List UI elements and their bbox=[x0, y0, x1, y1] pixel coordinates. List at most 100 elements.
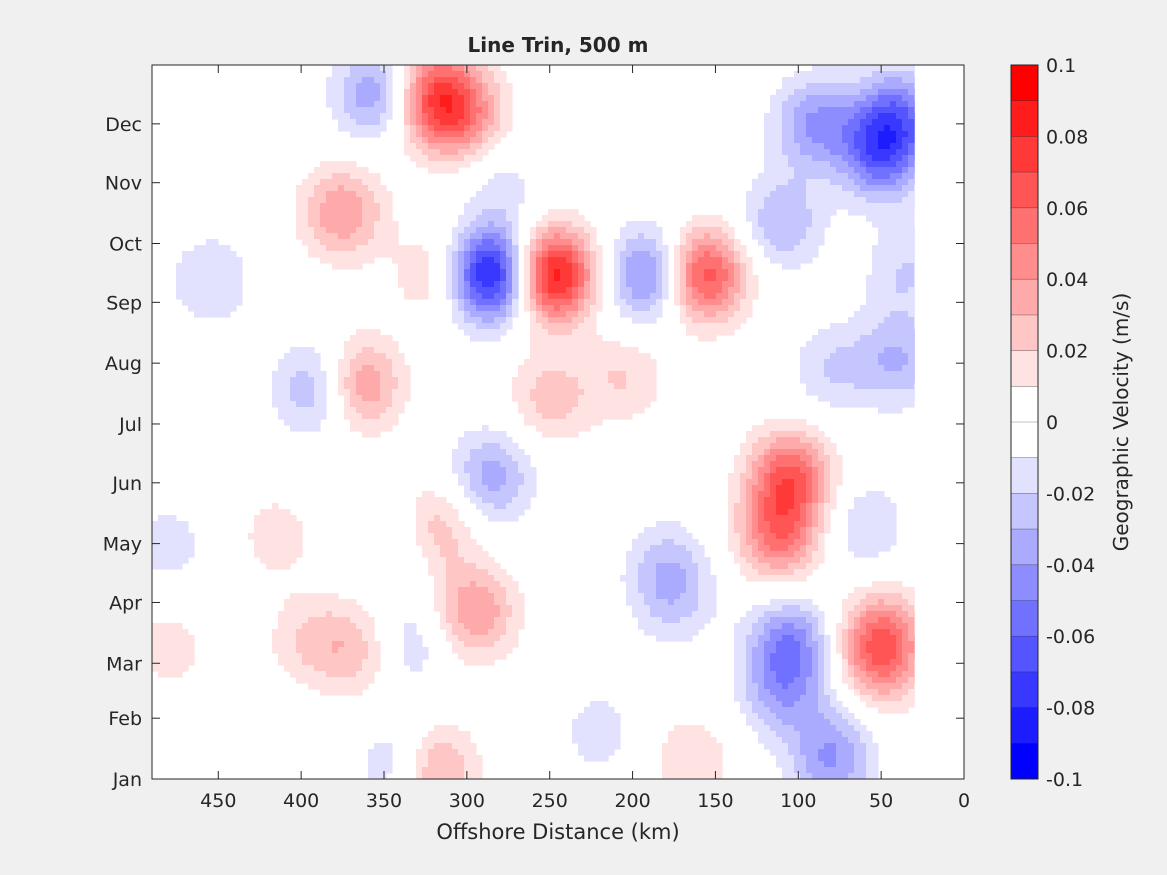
contour-cell bbox=[632, 245, 639, 252]
contour-cell bbox=[698, 311, 705, 318]
contour-cell bbox=[620, 245, 627, 252]
contour-cell bbox=[572, 251, 579, 258]
contour-cell bbox=[734, 491, 741, 498]
contour-cell bbox=[782, 239, 789, 246]
contour-cell bbox=[632, 305, 639, 312]
contour-cell bbox=[818, 395, 825, 402]
contour-cell bbox=[518, 605, 525, 612]
contour-cell bbox=[434, 533, 441, 540]
contour-cell bbox=[374, 95, 381, 102]
contour-cell bbox=[722, 281, 729, 288]
contour-cell bbox=[494, 119, 501, 126]
contour-cell bbox=[818, 179, 825, 186]
contour-cell bbox=[830, 473, 837, 480]
contour-cell bbox=[434, 101, 441, 108]
contour-cell bbox=[356, 119, 363, 126]
contour-cell bbox=[356, 257, 363, 264]
contour-cell bbox=[326, 257, 333, 264]
contour-cell bbox=[566, 341, 573, 348]
contour-cell bbox=[314, 371, 321, 378]
contour-cell bbox=[584, 353, 591, 360]
contour-cell bbox=[914, 293, 915, 300]
contour-cell bbox=[854, 521, 861, 528]
contour-cell bbox=[800, 257, 807, 264]
contour-cell bbox=[218, 281, 225, 288]
contour-cell bbox=[632, 353, 639, 360]
contour-cell bbox=[734, 317, 741, 324]
contour-cell bbox=[428, 83, 435, 90]
contour-cell bbox=[428, 137, 435, 144]
contour-cell bbox=[380, 209, 387, 216]
contour-cell bbox=[812, 227, 819, 234]
contour-cell bbox=[476, 95, 483, 102]
contour-cell bbox=[314, 359, 321, 366]
contour-cell bbox=[308, 419, 315, 426]
contour-cell bbox=[644, 251, 651, 258]
contour-cell bbox=[806, 167, 813, 174]
contour-cell bbox=[464, 293, 471, 300]
contour-cell bbox=[464, 431, 471, 438]
contour-cell bbox=[302, 401, 309, 408]
contour-cell bbox=[500, 497, 507, 504]
contour-cell bbox=[872, 113, 879, 120]
contour-cell bbox=[452, 137, 459, 144]
contour-cell bbox=[398, 359, 405, 366]
contour-cell bbox=[470, 269, 477, 276]
contour-cell bbox=[638, 539, 645, 546]
contour-cell bbox=[434, 125, 441, 132]
contour-cell bbox=[848, 509, 855, 516]
contour-cell bbox=[896, 311, 903, 318]
contour-cell bbox=[890, 101, 897, 108]
contour-cell bbox=[818, 173, 825, 180]
contour-cell bbox=[392, 359, 399, 366]
contour-cell bbox=[596, 305, 603, 312]
contour-cell bbox=[914, 347, 915, 354]
contour-cell bbox=[896, 215, 903, 222]
contour-cell bbox=[206, 269, 213, 276]
contour-cell bbox=[746, 539, 753, 546]
contour-cell bbox=[734, 269, 741, 276]
contour-cell bbox=[890, 83, 897, 90]
contour-cell bbox=[656, 539, 663, 546]
contour-cell bbox=[428, 521, 435, 528]
contour-cell bbox=[494, 245, 501, 252]
contour-cell bbox=[164, 563, 171, 570]
contour-cell bbox=[830, 137, 837, 144]
contour-cell bbox=[836, 401, 843, 408]
contour-cell bbox=[680, 539, 687, 546]
contour-cell bbox=[302, 383, 309, 390]
contour-cell bbox=[842, 401, 849, 408]
contour-cell bbox=[470, 551, 477, 558]
contour-cell bbox=[548, 293, 555, 300]
contour-cell bbox=[656, 623, 663, 630]
contour-cell bbox=[914, 149, 915, 156]
contour-cell bbox=[620, 251, 627, 258]
contour-cell bbox=[410, 623, 417, 630]
contour-cell bbox=[584, 221, 591, 228]
contour-cell bbox=[776, 149, 783, 156]
contour-cell bbox=[782, 503, 789, 510]
contour-cell bbox=[458, 215, 465, 222]
contour-cell bbox=[914, 329, 915, 336]
contour-cell bbox=[422, 125, 429, 132]
contour-cell bbox=[278, 527, 285, 534]
contour-cell bbox=[626, 239, 633, 246]
contour-cell bbox=[302, 197, 309, 204]
contour-cell bbox=[176, 527, 183, 534]
contour-cell bbox=[446, 281, 453, 288]
contour-cell bbox=[308, 611, 315, 618]
contour-cell bbox=[386, 353, 393, 360]
contour-cell bbox=[764, 485, 771, 492]
contour-cell bbox=[404, 125, 411, 132]
contour-cell bbox=[866, 317, 873, 324]
contour-cell bbox=[170, 557, 177, 564]
contour-cell bbox=[698, 335, 705, 342]
contour-cell bbox=[578, 257, 585, 264]
contour-cell bbox=[710, 293, 717, 300]
contour-cell bbox=[488, 215, 495, 222]
contour-cell bbox=[428, 149, 435, 156]
contour-cell bbox=[314, 389, 321, 396]
contour-cell bbox=[788, 83, 795, 90]
contour-cell bbox=[854, 209, 861, 216]
contour-cell bbox=[650, 305, 657, 312]
